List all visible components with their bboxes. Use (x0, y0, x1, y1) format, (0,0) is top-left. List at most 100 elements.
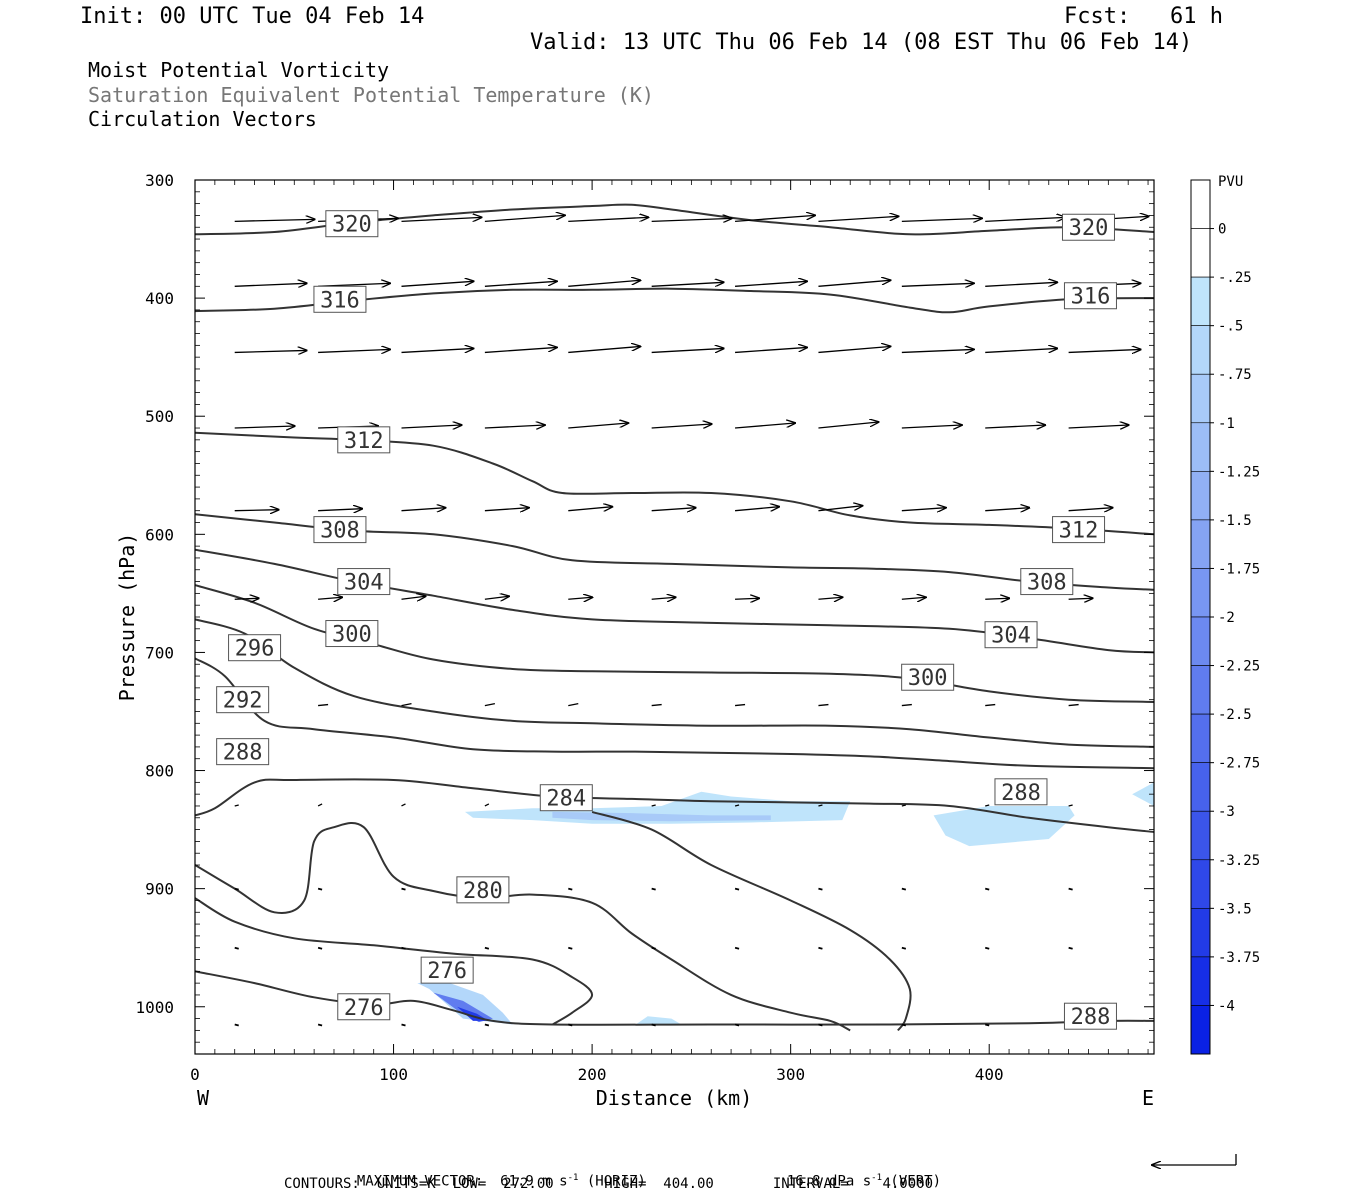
x-axis-east: E (1142, 1086, 1154, 1110)
contour-label: 312 (344, 429, 384, 454)
max-vector-horiz: MAXIMUM VECTOR: 61.9 m s (356, 1173, 568, 1190)
contour-label: 288 (223, 741, 263, 766)
circulation-vector (568, 507, 612, 511)
circulation-vector (484, 702, 496, 707)
contour-label-box (456, 876, 510, 904)
circulation-vector (651, 887, 656, 891)
circulation-vector (568, 280, 640, 287)
x-tick-label: 100 (379, 1065, 408, 1084)
colorbar-swatch (1190, 373, 1211, 424)
contour-label: 276 (344, 996, 384, 1021)
circulation-vector (1068, 349, 1141, 352)
colorbar-swatch (1190, 422, 1211, 472)
circulation-vector (1068, 598, 1093, 599)
colorbar-label: -3.75 (1218, 950, 1260, 966)
circulation-vector (317, 946, 323, 950)
circulation-vector (901, 946, 907, 950)
contour-label: 300 (332, 623, 372, 648)
max-vector-vert-exp: -1 (871, 1173, 882, 1183)
theta-contour-296 (195, 618, 1154, 748)
colorbar-swatch (1190, 179, 1211, 229)
pv-fill-region (933, 806, 1075, 847)
circulation-vector (901, 508, 946, 511)
contour-label-box (1061, 213, 1115, 241)
circulation-vector (484, 1023, 490, 1027)
contour-label: 300 (908, 666, 948, 691)
circulation-vector (318, 349, 390, 352)
colorbar-swatch (1190, 810, 1211, 861)
colorbar-label: -4 (1218, 998, 1235, 1014)
circulation-vector (735, 598, 759, 599)
pv-fill-region (552, 811, 771, 822)
colorbar-swatch (1190, 908, 1211, 958)
circulation-vector (484, 596, 509, 599)
theta-contour-280 (591, 810, 912, 1032)
circulation-vector (651, 348, 724, 354)
circulation-vector (985, 804, 990, 807)
colorbar-swatch (1190, 713, 1211, 763)
circulation-vector (818, 216, 898, 222)
circulation-vector (401, 702, 412, 707)
colorbar-swatch (1190, 471, 1211, 521)
colorbar-label: -.25 (1218, 270, 1252, 286)
contour-label: 308 (1027, 571, 1067, 596)
circulation-vector (818, 280, 890, 287)
circulation-vector (818, 506, 862, 512)
field-title-pv: Moist Potential Vorticity (88, 58, 390, 82)
colorbar-label: -2 (1218, 610, 1235, 626)
colorbar-label: -.75 (1218, 367, 1252, 383)
contour-label: 304 (344, 571, 384, 596)
contour-label: 316 (1071, 285, 1111, 310)
circulation-vector (901, 597, 926, 599)
circulation-vector (234, 804, 239, 807)
circulation-vector (401, 425, 461, 428)
contour-label-box (216, 686, 270, 714)
circulation-vector (1068, 508, 1113, 511)
circulation-vector (651, 703, 662, 707)
y-tick-label: 600 (145, 525, 174, 544)
contour-label-box (325, 210, 379, 238)
circulation-vector (985, 703, 996, 707)
circulation-vector (484, 803, 490, 807)
circulation-vector (484, 508, 529, 511)
circulation-vector (734, 946, 740, 950)
circulation-vector (901, 218, 982, 221)
circulation-vector (317, 1023, 323, 1027)
circulation-vector (651, 282, 724, 287)
circulation-vector (234, 283, 307, 286)
circulation-vector (734, 703, 746, 707)
x-axis-west: W (197, 1086, 210, 1110)
circulation-vector (234, 1023, 239, 1027)
contour-label: 320 (1069, 216, 1109, 241)
y-tick-label: 700 (145, 643, 174, 662)
circulation-vector (401, 348, 473, 354)
y-tick-label: 1000 (135, 998, 174, 1017)
max-vector-horiz-exp: -1 (567, 1173, 579, 1183)
circulation-vector (818, 422, 878, 429)
colorbar-swatch (1190, 859, 1211, 909)
circulation-vector (401, 1023, 406, 1027)
theta-contour-284 (195, 821, 851, 1032)
circulation-vector (234, 350, 307, 352)
colorbar-swatch (1190, 519, 1211, 569)
y-tick-label: 900 (145, 880, 174, 899)
contour-label: 308 (320, 519, 360, 544)
colorbar-label: -1.25 (1218, 464, 1260, 480)
circulation-vector (568, 1023, 573, 1027)
theta-contour-280 (195, 897, 594, 1026)
circulation-vector (651, 1023, 656, 1027)
circulation-vector (651, 218, 732, 221)
colorbar-swatch (1190, 228, 1211, 278)
contour-label: 292 (223, 689, 263, 714)
forecast-hour: Fcst: 61 h (1064, 4, 1223, 29)
circulation-vector (901, 804, 906, 807)
max-vector-vert-info: 16.8 dPa s-1 (VERT) (770, 1157, 941, 1190)
contour-label-box (994, 778, 1048, 806)
valid-time: Valid: 13 UTC Thu 06 Feb 14 (08 EST Thu … (530, 30, 1193, 55)
contour-label-box (901, 663, 955, 691)
circulation-vector (568, 887, 573, 891)
contour-label-box (539, 784, 593, 812)
circulation-vector (1068, 703, 1079, 707)
colorbar-swatch (1190, 568, 1211, 618)
pv-fill-region (635, 1016, 682, 1025)
